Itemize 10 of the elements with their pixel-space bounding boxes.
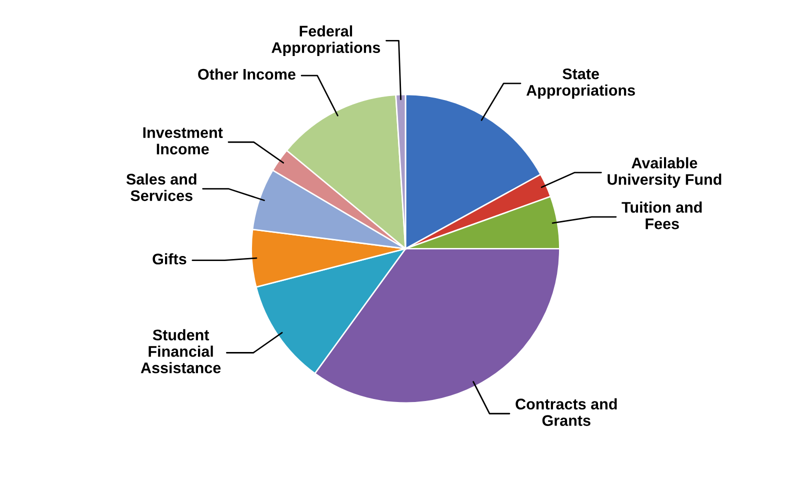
slice-label: Tuition and Fees [622, 202, 702, 230]
slice-label: Student Financial Assistance [140, 329, 221, 374]
slice-label: Available University Fund [608, 157, 722, 188]
slice-label: Sales and Services [126, 173, 196, 202]
slice-label: Investment Income [143, 127, 223, 154]
slice-label: Federal Appropriations [272, 25, 380, 56]
slice-label: Contracts and Grants [516, 398, 617, 426]
slice-label: Other Income [198, 68, 296, 80]
slice-label: State Appropriations [526, 68, 635, 99]
slice-label: Gifts [152, 253, 186, 264]
